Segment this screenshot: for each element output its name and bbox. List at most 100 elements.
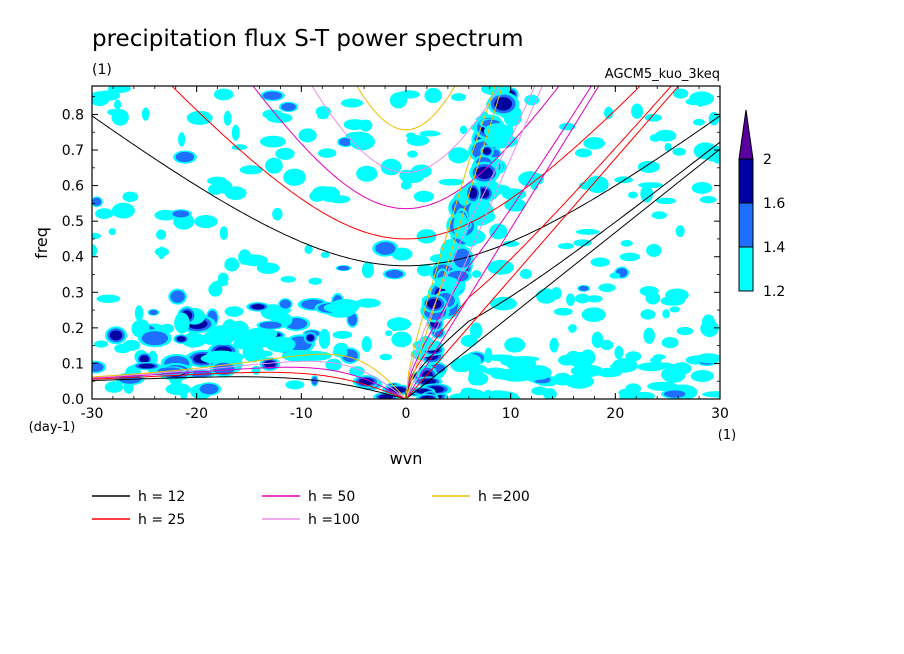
power-contour <box>664 142 672 152</box>
power-contour <box>174 312 190 334</box>
power-contour <box>413 190 435 203</box>
power-contour <box>570 364 604 378</box>
power-contour <box>165 383 191 396</box>
power-contour <box>389 92 408 109</box>
power-contour <box>614 176 634 184</box>
inertio-gravity-curve <box>252 86 560 210</box>
power-contour <box>318 328 331 349</box>
power-contour <box>685 98 704 106</box>
legend-label: h =100 <box>308 512 360 528</box>
power-contour <box>386 317 411 331</box>
power-contour <box>485 354 516 362</box>
power-contour <box>665 288 689 302</box>
power-contour <box>241 254 268 267</box>
power-contour <box>693 118 705 126</box>
power-contour <box>172 210 190 218</box>
rossby-wave-curve <box>92 360 407 399</box>
power-contour <box>104 381 124 393</box>
power-contour <box>223 110 232 126</box>
inertio-gravity-curve <box>92 115 720 267</box>
power-contour <box>281 102 296 112</box>
power-contour <box>185 331 199 348</box>
power-contour <box>175 151 195 163</box>
power-contour <box>224 257 240 272</box>
power-contour <box>194 215 218 229</box>
power-contour <box>603 106 614 119</box>
y-tick-label: 0.0 <box>62 392 84 408</box>
power-contour <box>575 228 600 235</box>
power-contour <box>325 358 342 372</box>
power-contour <box>575 293 590 304</box>
power-contour <box>356 165 378 182</box>
power-contour <box>239 165 263 175</box>
power-contour <box>419 130 441 137</box>
power-contour <box>391 331 412 348</box>
power-contour <box>407 150 418 158</box>
power-contour <box>199 383 219 395</box>
power-contour <box>311 376 318 386</box>
y-tick-label: 0.5 <box>62 214 84 230</box>
power-contour <box>337 265 350 271</box>
power-contour <box>647 381 679 391</box>
power-contour <box>469 322 483 339</box>
power-contour <box>259 321 282 329</box>
power-contour <box>272 207 283 221</box>
power-contour <box>284 350 303 360</box>
power-contour <box>650 356 662 364</box>
power-contour <box>672 147 686 156</box>
power-contour <box>713 156 720 164</box>
rossby-wave-curve <box>92 376 407 399</box>
y-unit-label: (day-1) <box>29 420 76 435</box>
power-contour <box>640 185 654 203</box>
power-contour <box>643 327 655 344</box>
power-contour <box>559 122 576 131</box>
power-contour <box>138 363 155 369</box>
legend-label: h = 50 <box>308 489 355 505</box>
power-contour <box>345 131 371 141</box>
legend-label: h = 12 <box>138 489 185 505</box>
power-contour <box>416 229 437 244</box>
power-contour <box>483 390 513 399</box>
power-contour <box>318 148 337 158</box>
power-contour <box>148 309 158 315</box>
power-contour <box>361 336 372 353</box>
power-contour <box>109 330 123 341</box>
power-contour <box>667 368 681 383</box>
x-tick-label: 0 <box>402 406 411 422</box>
power-contour <box>663 390 686 398</box>
power-contour <box>468 198 494 226</box>
power-contour <box>178 132 186 147</box>
power-contour <box>298 128 317 143</box>
power-contour <box>304 244 313 255</box>
chart-subtitle: (1) <box>92 62 112 78</box>
colorbar-segment <box>738 202 754 248</box>
power-contour <box>460 334 478 348</box>
power-contour <box>438 178 465 186</box>
spectral-power-contours <box>92 86 720 399</box>
y-axis: 0.0 0.1 0.2 0.3 0.4 0.5 0.6 0.7 0.8 <box>62 96 720 408</box>
power-contour <box>631 103 644 119</box>
power-contour <box>92 197 102 206</box>
legend-label: h = 25 <box>138 512 185 528</box>
power-contour <box>557 243 575 250</box>
power-contour <box>94 340 109 348</box>
power-contour <box>262 91 283 100</box>
power-contour <box>494 97 513 111</box>
power-contour <box>280 275 296 283</box>
eastward-gravity-curve <box>405 86 593 399</box>
power-contour <box>385 270 404 279</box>
power-contour <box>219 226 228 240</box>
power-contour <box>385 330 393 337</box>
colorbar-label: 2 <box>763 152 772 168</box>
eastward-gravity-curve <box>405 86 496 399</box>
dispersion-curves <box>92 86 720 399</box>
power-contour <box>638 182 663 189</box>
power-contour <box>308 277 323 285</box>
power-contour <box>691 182 713 194</box>
power-contour <box>649 134 661 142</box>
power-contour <box>614 345 624 360</box>
power-contour <box>231 124 240 141</box>
power-contour <box>453 212 468 240</box>
power-contour <box>645 291 661 305</box>
y-tick-label: 0.4 <box>62 250 84 266</box>
